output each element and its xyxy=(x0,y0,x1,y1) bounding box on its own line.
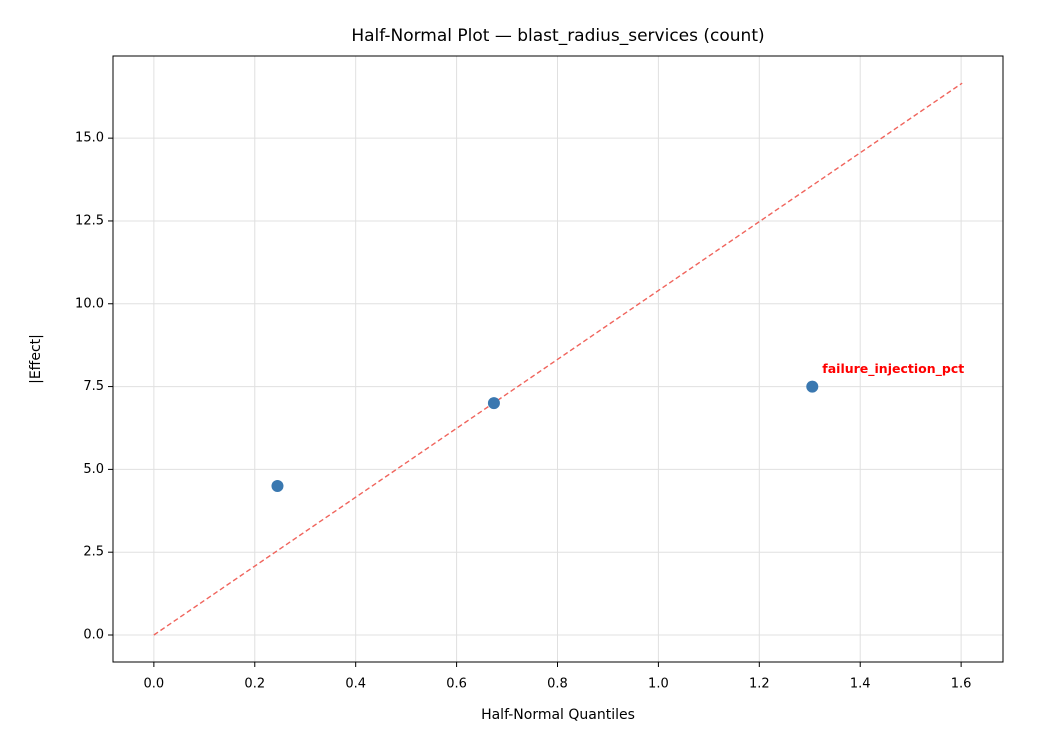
y-tick-label: 15.0 xyxy=(75,131,104,146)
y-tick-label: 7.5 xyxy=(83,379,104,394)
y-tick-label: 10.0 xyxy=(75,296,104,311)
point xyxy=(271,479,284,492)
reference-line xyxy=(153,82,963,636)
plot-frame xyxy=(112,55,1004,663)
y-axis-label: |Effect| xyxy=(28,334,44,384)
x-tick-label: 1.6 xyxy=(951,677,972,692)
x-tick-label: 1.4 xyxy=(850,677,871,692)
x-tick-label: 0.4 xyxy=(345,677,366,692)
y-tick-label: 5.0 xyxy=(83,462,104,477)
y-tick-label: 2.5 xyxy=(83,545,104,560)
x-axis-label: Half-Normal Quantiles xyxy=(481,707,635,723)
x-tick-label: 0.2 xyxy=(244,677,265,692)
x-tick-label: 0.8 xyxy=(547,677,568,692)
point xyxy=(487,397,500,410)
x-tick-label: 1.2 xyxy=(749,677,770,692)
x-tick-label: 0.0 xyxy=(144,677,165,692)
y-tick-label: 12.5 xyxy=(75,213,104,228)
point-label: failure_injection_pct xyxy=(822,361,964,377)
x-tick-label: 1.0 xyxy=(648,677,669,692)
y-tick-label: 0.0 xyxy=(83,628,104,643)
point xyxy=(806,380,819,393)
x-tick-label: 0.6 xyxy=(446,677,467,692)
chart-title: Half-Normal Plot — blast_radius_services… xyxy=(351,26,764,46)
